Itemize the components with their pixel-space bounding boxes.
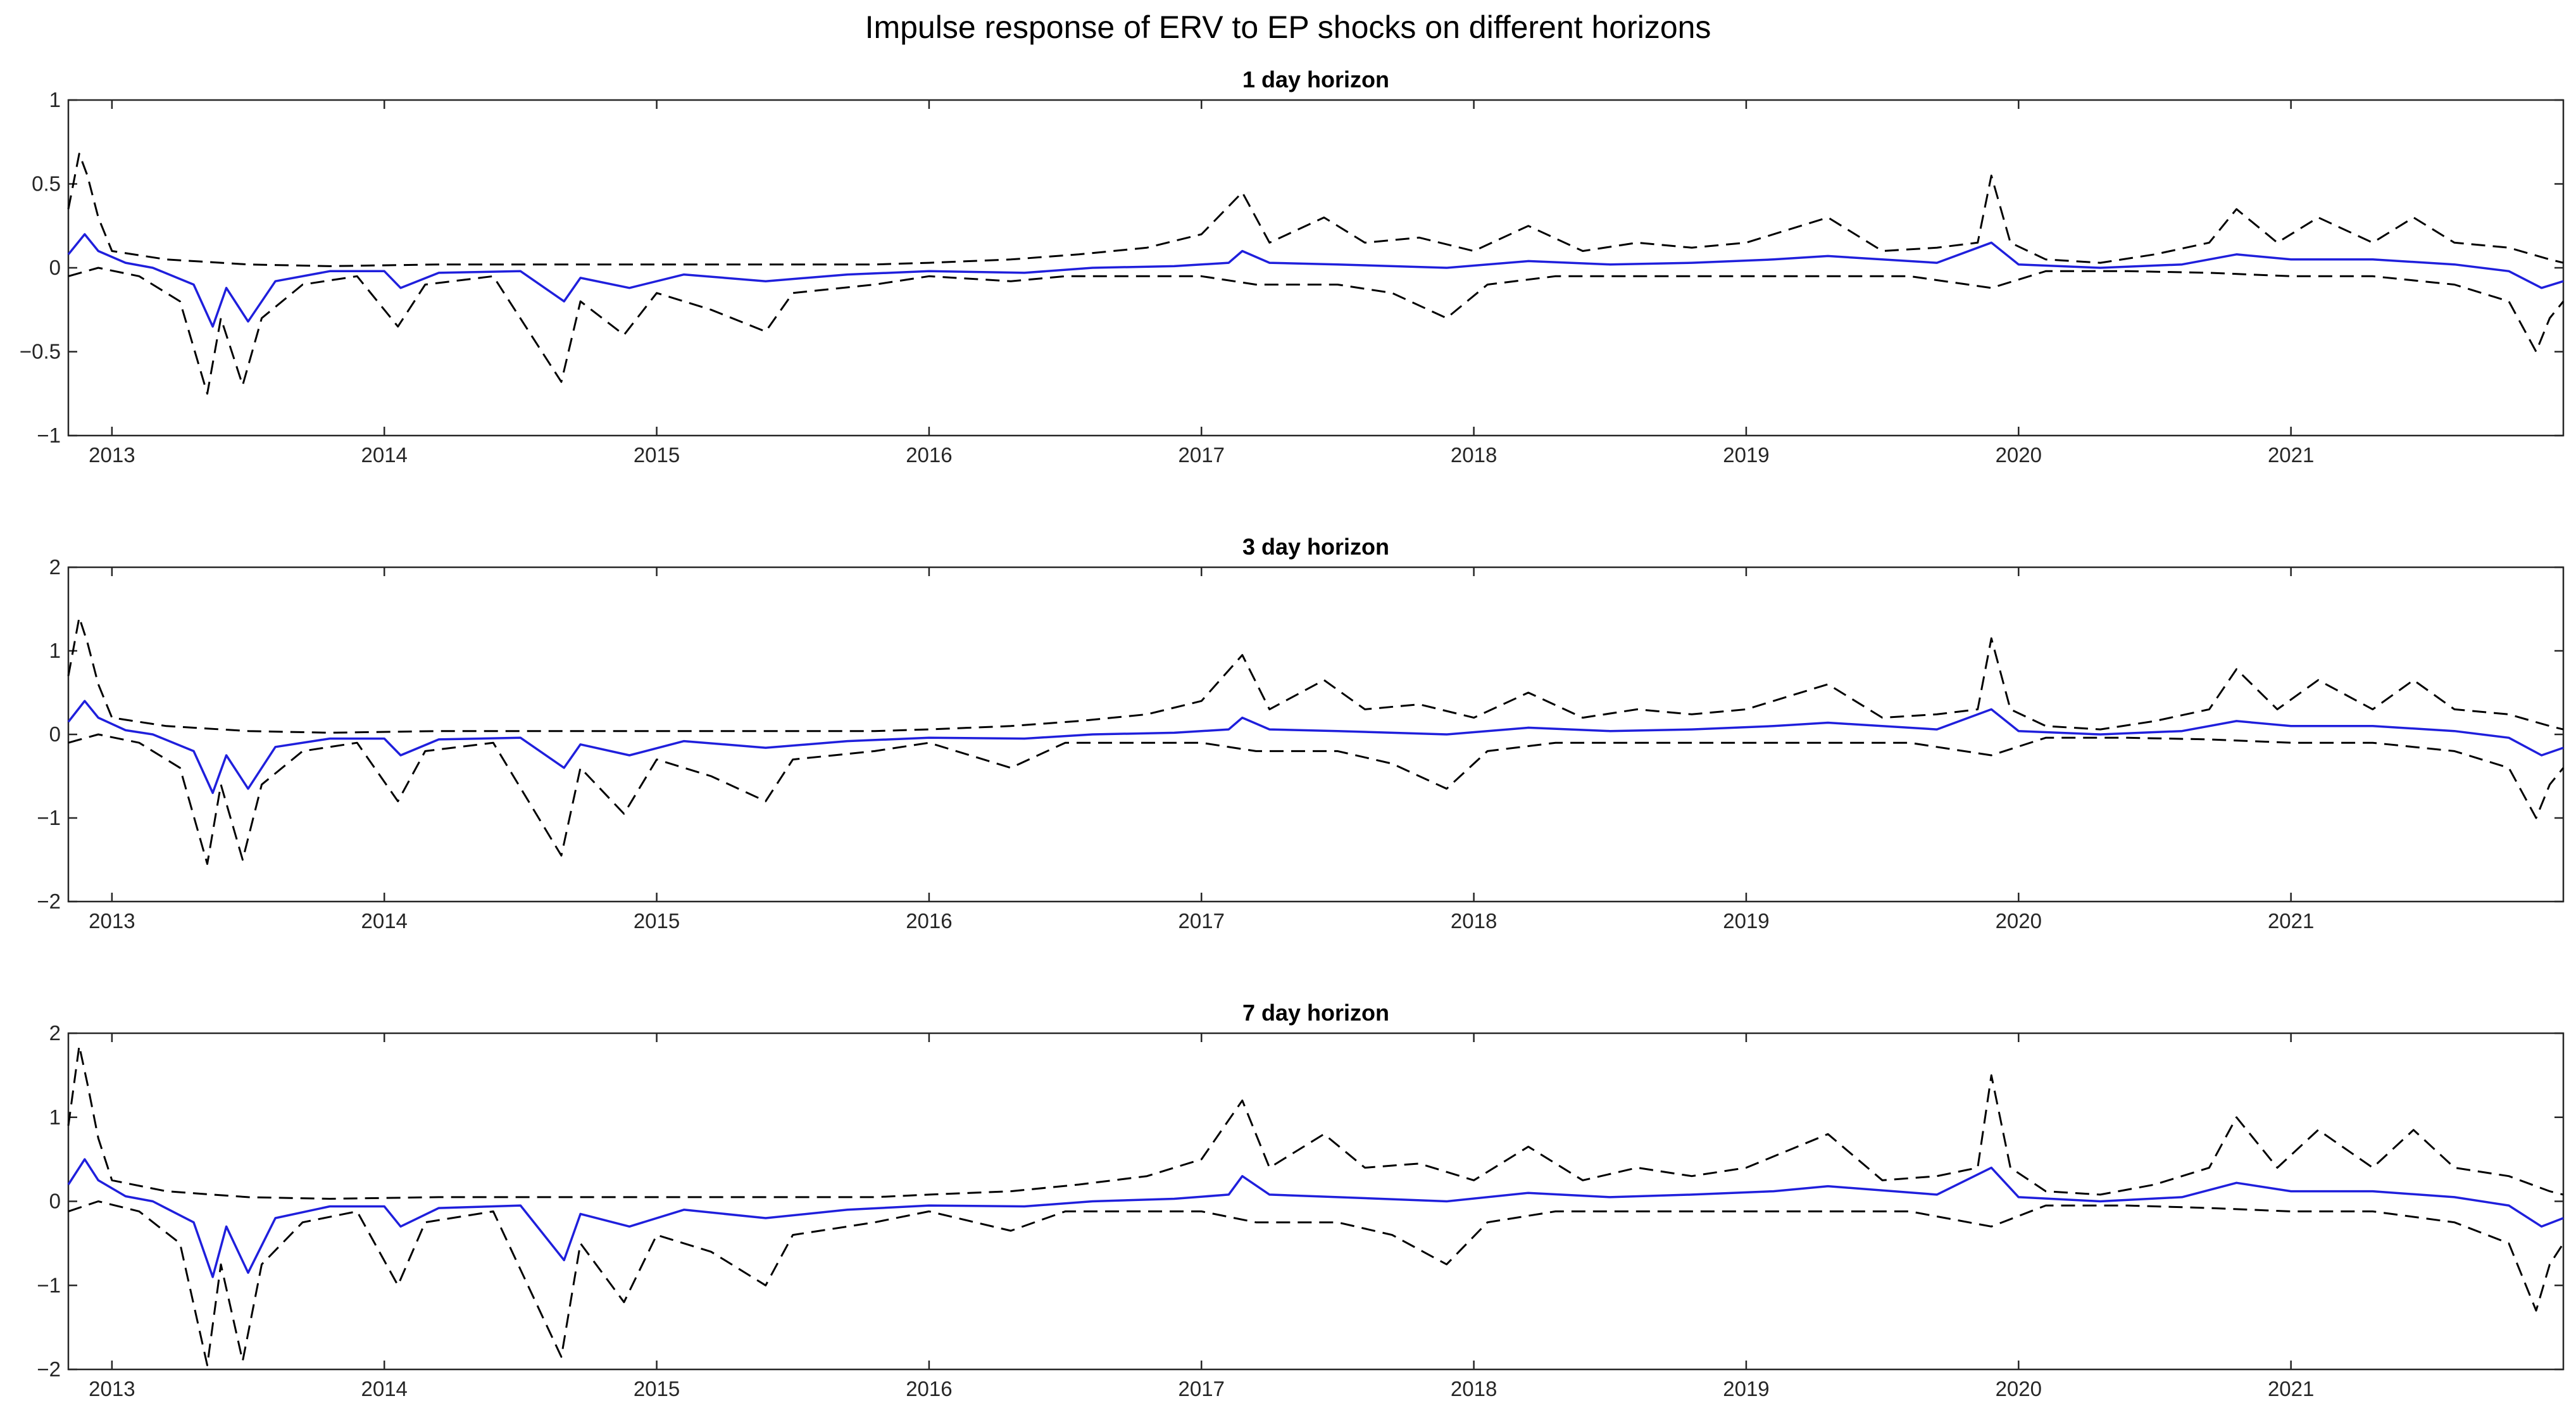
x-tick-label: 2013 — [89, 443, 135, 467]
panel-title: 3 day horizon — [1242, 534, 1389, 560]
y-tick-label: −2 — [37, 1357, 61, 1381]
y-tick-label: −1 — [37, 1273, 61, 1297]
x-tick-label: 2017 — [1179, 909, 1225, 933]
x-tick-label: 2019 — [1723, 443, 1769, 467]
y-tick-label: −1 — [37, 424, 61, 447]
y-tick-label: 1 — [49, 1105, 61, 1129]
y-tick-label: −0.5 — [20, 340, 61, 363]
series-line-lower-band — [68, 1200, 2565, 1366]
x-tick-label: 2013 — [89, 909, 135, 933]
y-tick-label: 0 — [49, 722, 61, 746]
x-tick-label: 2021 — [2268, 443, 2314, 467]
plot-area — [67, 1032, 2565, 1371]
x-tick-label: 2016 — [906, 1377, 952, 1400]
x-tick-label: 2017 — [1179, 1377, 1225, 1400]
series-line-lower-band — [68, 733, 2565, 865]
figure-title: Impulse response of ERV to EP shocks on … — [865, 9, 1711, 45]
x-tick-label: 2018 — [1451, 1377, 1497, 1400]
x-tick-label: 2015 — [634, 443, 680, 467]
series-line-response — [67, 700, 2564, 795]
x-tick-label: 2020 — [1996, 443, 2042, 467]
panel-1: 1 day horizon −1 −0.5 0 0.5 1 2013 2014 2015 2016… — [20, 66, 2565, 467]
x-tick-label: 2017 — [1179, 443, 1225, 467]
x-tick-label: 2016 — [906, 909, 952, 933]
x-tick-label: 2015 — [634, 1377, 680, 1400]
panel-title: 7 day horizon — [1242, 1000, 1389, 1026]
series-line-response — [67, 1158, 2564, 1278]
y-tick-label: 0 — [49, 1190, 61, 1213]
x-tick-label: 2013 — [89, 1377, 135, 1400]
series-line-upper-band — [67, 616, 2564, 734]
series-line-lower-band — [68, 267, 2565, 395]
series-line-response — [67, 233, 2564, 328]
x-tick-label: 2018 — [1451, 443, 1497, 467]
panel-2: 3 day horizon −2 −1 0 1 2 2013 2014 2015 2016 2017… — [37, 534, 2565, 933]
y-tick-label: −1 — [37, 806, 61, 829]
x-tick-label: 2021 — [2268, 909, 2314, 933]
y-tick-label: 1 — [49, 88, 61, 111]
x-tick-label: 2020 — [1996, 909, 2042, 933]
x-tick-label: 2019 — [1723, 909, 1769, 933]
y-tick-label: 0.5 — [32, 172, 61, 196]
y-tick-label: 2 — [49, 1021, 61, 1045]
panel-title: 1 day horizon — [1242, 66, 1389, 92]
x-tick-label: 2014 — [361, 443, 407, 467]
y-tick-label: 0 — [49, 256, 61, 279]
x-tick-label: 2019 — [1723, 1377, 1769, 1400]
y-tick-label: 2 — [49, 555, 61, 579]
x-tick-label: 2016 — [906, 443, 952, 467]
x-tick-label: 2020 — [1996, 1377, 2042, 1400]
plot-area — [67, 99, 2565, 437]
x-tick-label: 2018 — [1451, 909, 1497, 933]
x-tick-label: 2015 — [634, 909, 680, 933]
x-tick-label: 2014 — [361, 1377, 407, 1400]
panel-3: 7 day horizon −2 −1 0 1 2 2013 2014 2015 2016 2017… — [37, 1000, 2565, 1400]
panels-container: 1 day horizon −1 −0.5 0 0.5 1 2013 2014 2015 2016… — [20, 66, 2565, 1400]
x-tick-label: 2014 — [361, 909, 407, 933]
y-tick-label: −2 — [37, 890, 61, 913]
series-line-upper-band — [67, 153, 2564, 267]
y-tick-label: 1 — [49, 639, 61, 662]
series-line-upper-band — [67, 1045, 2564, 1200]
x-tick-label: 2021 — [2268, 1377, 2314, 1400]
plot-area — [67, 566, 2565, 903]
